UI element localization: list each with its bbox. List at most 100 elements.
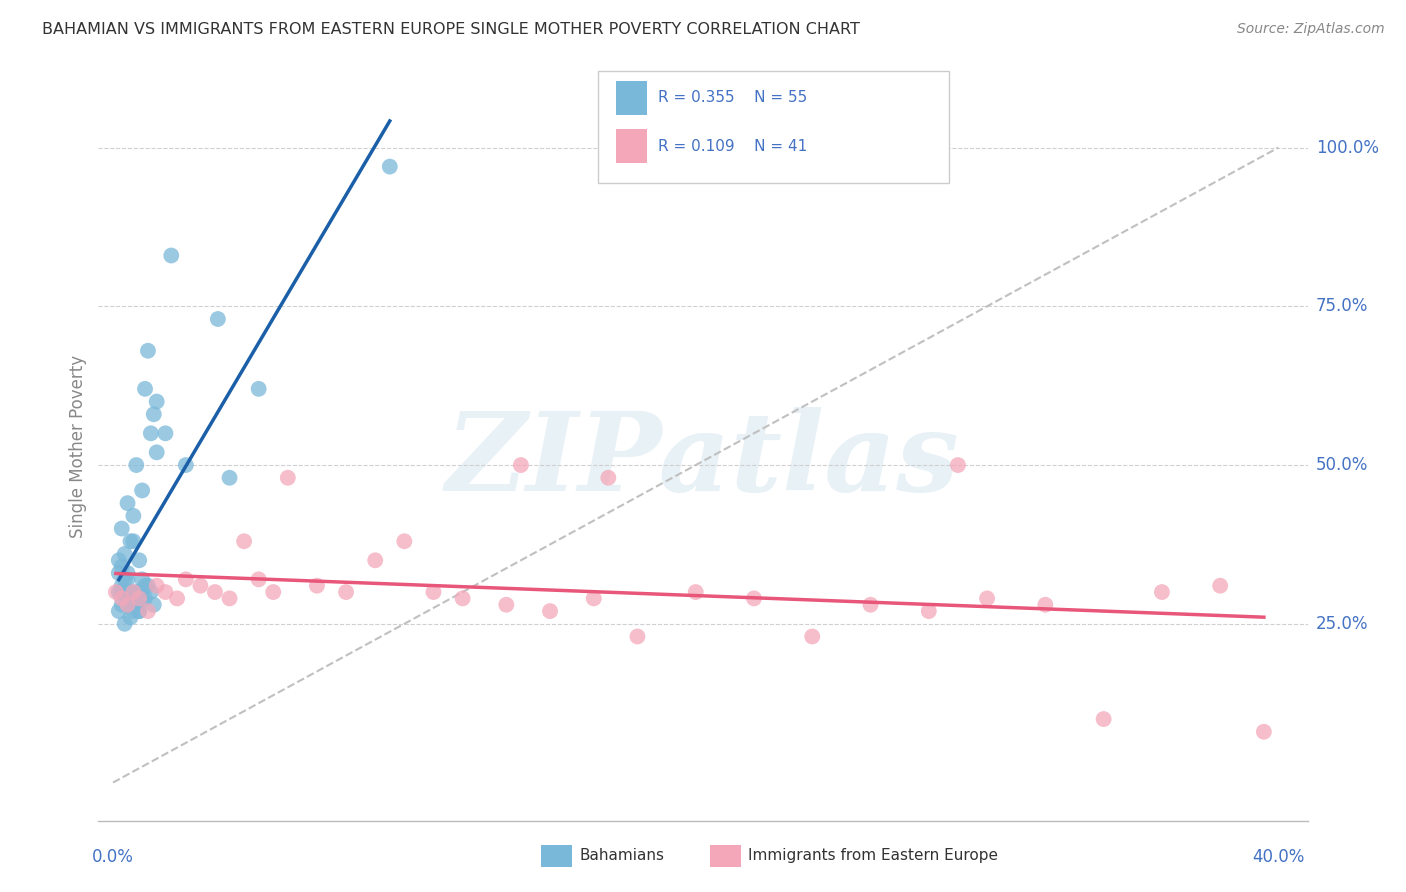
- Point: [117, 591, 139, 606]
- Text: Source: ZipAtlas.com: Source: ZipAtlas.com: [1237, 22, 1385, 37]
- Point: [247, 572, 270, 586]
- Point: [117, 566, 139, 580]
- Y-axis label: Single Mother Poverty: Single Mother Poverty: [69, 354, 87, 538]
- Point: [114, 547, 136, 561]
- Point: [111, 585, 134, 599]
- Point: [122, 508, 145, 523]
- Point: [495, 598, 517, 612]
- Point: [145, 394, 167, 409]
- Point: [946, 458, 969, 472]
- Point: [582, 591, 605, 606]
- Point: [139, 426, 162, 441]
- Point: [190, 579, 212, 593]
- Point: [207, 312, 229, 326]
- Point: [142, 407, 165, 421]
- Text: 100.0%: 100.0%: [1316, 138, 1379, 157]
- Point: [114, 572, 136, 586]
- Text: 75.0%: 75.0%: [1316, 297, 1368, 315]
- Point: [218, 471, 240, 485]
- Point: [122, 598, 145, 612]
- Point: [117, 496, 139, 510]
- Point: [174, 572, 197, 586]
- Point: [120, 591, 142, 606]
- Point: [136, 343, 159, 358]
- Point: [218, 591, 240, 606]
- Point: [111, 579, 134, 593]
- Point: [145, 579, 167, 593]
- Point: [859, 598, 882, 612]
- Point: [131, 572, 153, 586]
- Point: [122, 604, 145, 618]
- Point: [598, 471, 620, 485]
- Point: [134, 591, 156, 606]
- Point: [742, 591, 765, 606]
- Point: [509, 458, 531, 472]
- Point: [145, 445, 167, 459]
- Point: [134, 382, 156, 396]
- Text: 0.0%: 0.0%: [91, 848, 134, 866]
- Point: [305, 579, 328, 593]
- Text: 50.0%: 50.0%: [1316, 456, 1368, 474]
- Point: [451, 591, 474, 606]
- Point: [1209, 579, 1232, 593]
- Point: [128, 553, 150, 567]
- Point: [108, 585, 131, 599]
- Point: [111, 522, 134, 536]
- Point: [626, 630, 648, 644]
- Text: R = 0.109    N = 41: R = 0.109 N = 41: [658, 138, 807, 153]
- Point: [131, 483, 153, 498]
- Point: [111, 559, 134, 574]
- Point: [111, 591, 134, 606]
- Point: [155, 426, 177, 441]
- Point: [114, 616, 136, 631]
- Point: [247, 382, 270, 396]
- Point: [1253, 724, 1275, 739]
- Text: R = 0.355    N = 55: R = 0.355 N = 55: [658, 90, 807, 105]
- Text: 25.0%: 25.0%: [1316, 615, 1368, 632]
- Point: [1092, 712, 1115, 726]
- Point: [128, 591, 150, 606]
- Point: [1033, 598, 1056, 612]
- Point: [108, 604, 131, 618]
- Point: [131, 591, 153, 606]
- Point: [918, 604, 941, 618]
- Point: [128, 585, 150, 599]
- Point: [422, 585, 444, 599]
- Text: 40.0%: 40.0%: [1253, 848, 1305, 866]
- Point: [125, 585, 148, 599]
- Point: [1150, 585, 1173, 599]
- Point: [685, 585, 707, 599]
- Point: [125, 598, 148, 612]
- Point: [128, 604, 150, 618]
- Point: [976, 591, 998, 606]
- Point: [108, 566, 131, 580]
- Point: [122, 598, 145, 612]
- Point: [104, 585, 127, 599]
- Point: [174, 458, 197, 472]
- Point: [122, 534, 145, 549]
- Point: [155, 585, 177, 599]
- Point: [120, 585, 142, 599]
- Point: [160, 248, 183, 262]
- Point: [262, 585, 284, 599]
- Point: [394, 534, 416, 549]
- Point: [538, 604, 561, 618]
- Point: [233, 534, 256, 549]
- Text: ZIPatlas: ZIPatlas: [446, 408, 960, 515]
- Point: [114, 585, 136, 599]
- Point: [277, 471, 299, 485]
- Point: [335, 585, 357, 599]
- Text: BAHAMIAN VS IMMIGRANTS FROM EASTERN EUROPE SINGLE MOTHER POVERTY CORRELATION CHA: BAHAMIAN VS IMMIGRANTS FROM EASTERN EURO…: [42, 22, 860, 37]
- Point: [136, 579, 159, 593]
- Point: [120, 610, 142, 624]
- Text: Bahamians: Bahamians: [579, 848, 664, 863]
- Point: [128, 604, 150, 618]
- Text: Immigrants from Eastern Europe: Immigrants from Eastern Europe: [748, 848, 998, 863]
- Point: [120, 534, 142, 549]
- Point: [364, 553, 387, 567]
- Point: [117, 598, 139, 612]
- Point: [204, 585, 226, 599]
- Point: [801, 630, 824, 644]
- Point: [378, 160, 401, 174]
- Point: [142, 598, 165, 612]
